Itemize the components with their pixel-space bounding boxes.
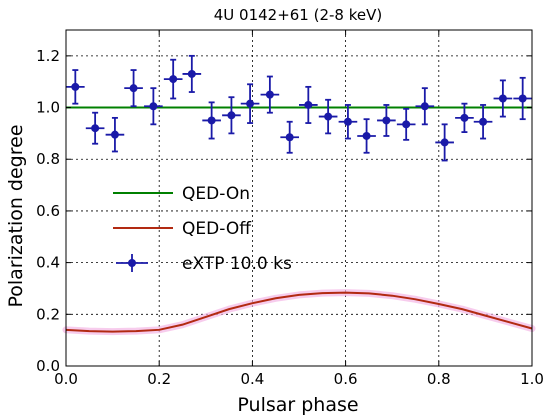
y-tick-label: 0.4	[36, 254, 60, 272]
data-point	[473, 104, 493, 140]
data-point	[260, 75, 280, 114]
data-point	[182, 54, 202, 93]
data-point	[105, 116, 125, 153]
data-point	[318, 98, 338, 135]
data-point	[280, 120, 299, 154]
x-tick-label: 0.6	[334, 370, 358, 388]
data-point	[377, 104, 396, 137]
y-tick-label: 0.6	[36, 202, 60, 220]
data-marker	[169, 75, 178, 84]
data-marker	[460, 113, 469, 122]
legend-label: QED-Off	[182, 219, 252, 239]
data-marker	[285, 133, 294, 142]
x-tick-label: 1.0	[520, 370, 544, 388]
data-marker	[362, 131, 371, 140]
data-marker	[110, 130, 119, 139]
data-marker	[91, 124, 100, 133]
data-point	[240, 83, 260, 124]
data-marker	[129, 84, 138, 93]
x-axis-label: Pulsar phase	[237, 394, 358, 416]
data-marker	[71, 82, 80, 91]
data-point	[493, 79, 513, 118]
legend-label: eXTP 10.0 ks	[182, 254, 292, 274]
data-point	[222, 96, 241, 135]
data-point	[144, 87, 163, 126]
data-marker	[343, 117, 352, 126]
data-point	[338, 104, 358, 140]
legend: QED-On QED-Off eXTP 10.0 ks	[113, 184, 292, 274]
data-marker	[518, 94, 527, 103]
data-marker	[498, 94, 507, 103]
data-marker	[207, 116, 216, 125]
data-point	[163, 58, 183, 100]
data-marker	[246, 99, 255, 108]
data-point	[396, 107, 416, 141]
series-line-qed-off	[65, 291, 533, 333]
legend-label: QED-On	[182, 184, 250, 204]
x-tick-label: 0.2	[147, 370, 171, 388]
data-point	[124, 69, 143, 108]
legend-item: QED-Off	[113, 219, 252, 239]
data-marker	[402, 120, 411, 129]
x-tick-label: 0.4	[240, 370, 264, 388]
ticks: 0.0 0.2 0.4 0.6 0.8 1.0 0.0 0.2 0.4 0.6 0.8 1.0 1.2	[36, 30, 544, 388]
y-tick-label: 0.0	[36, 357, 60, 375]
data-marker	[440, 138, 449, 147]
data-marker	[149, 102, 158, 111]
y-tick-label: 1.0	[36, 99, 60, 117]
chart-title: 4U 0142+61 (2-8 keV)	[214, 6, 383, 24]
data-point	[415, 87, 435, 126]
data-marker	[324, 112, 333, 121]
x-tick-label: 0.8	[427, 370, 451, 388]
legend-item: QED-On	[113, 184, 250, 204]
data-point	[435, 123, 454, 162]
y-tick-label: 1.2	[36, 47, 60, 65]
series-layer	[62, 54, 536, 336]
data-marker	[304, 100, 313, 109]
data-marker	[382, 116, 391, 125]
data-point	[299, 85, 318, 124]
data-point	[455, 102, 474, 133]
data-marker	[265, 90, 274, 99]
data-point	[513, 76, 532, 121]
data-marker	[187, 69, 196, 78]
plot-frame	[66, 30, 532, 366]
y-tick-label: 0.2	[36, 305, 60, 323]
data-marker	[479, 117, 488, 126]
data-marker	[420, 102, 429, 111]
y-tick-label: 0.8	[36, 150, 60, 168]
legend-item: eXTP 10.0 ks	[116, 254, 292, 274]
y-axis-label: Polarization degree	[5, 124, 27, 307]
data-point	[85, 111, 105, 145]
data-point	[357, 118, 376, 154]
x-tick-label: 0.0	[54, 370, 78, 388]
data-point	[66, 69, 85, 105]
plot-border	[65, 29, 533, 367]
grid	[66, 30, 532, 366]
legend-swatch	[128, 259, 136, 267]
data-point	[202, 101, 221, 140]
data-marker	[227, 111, 236, 120]
